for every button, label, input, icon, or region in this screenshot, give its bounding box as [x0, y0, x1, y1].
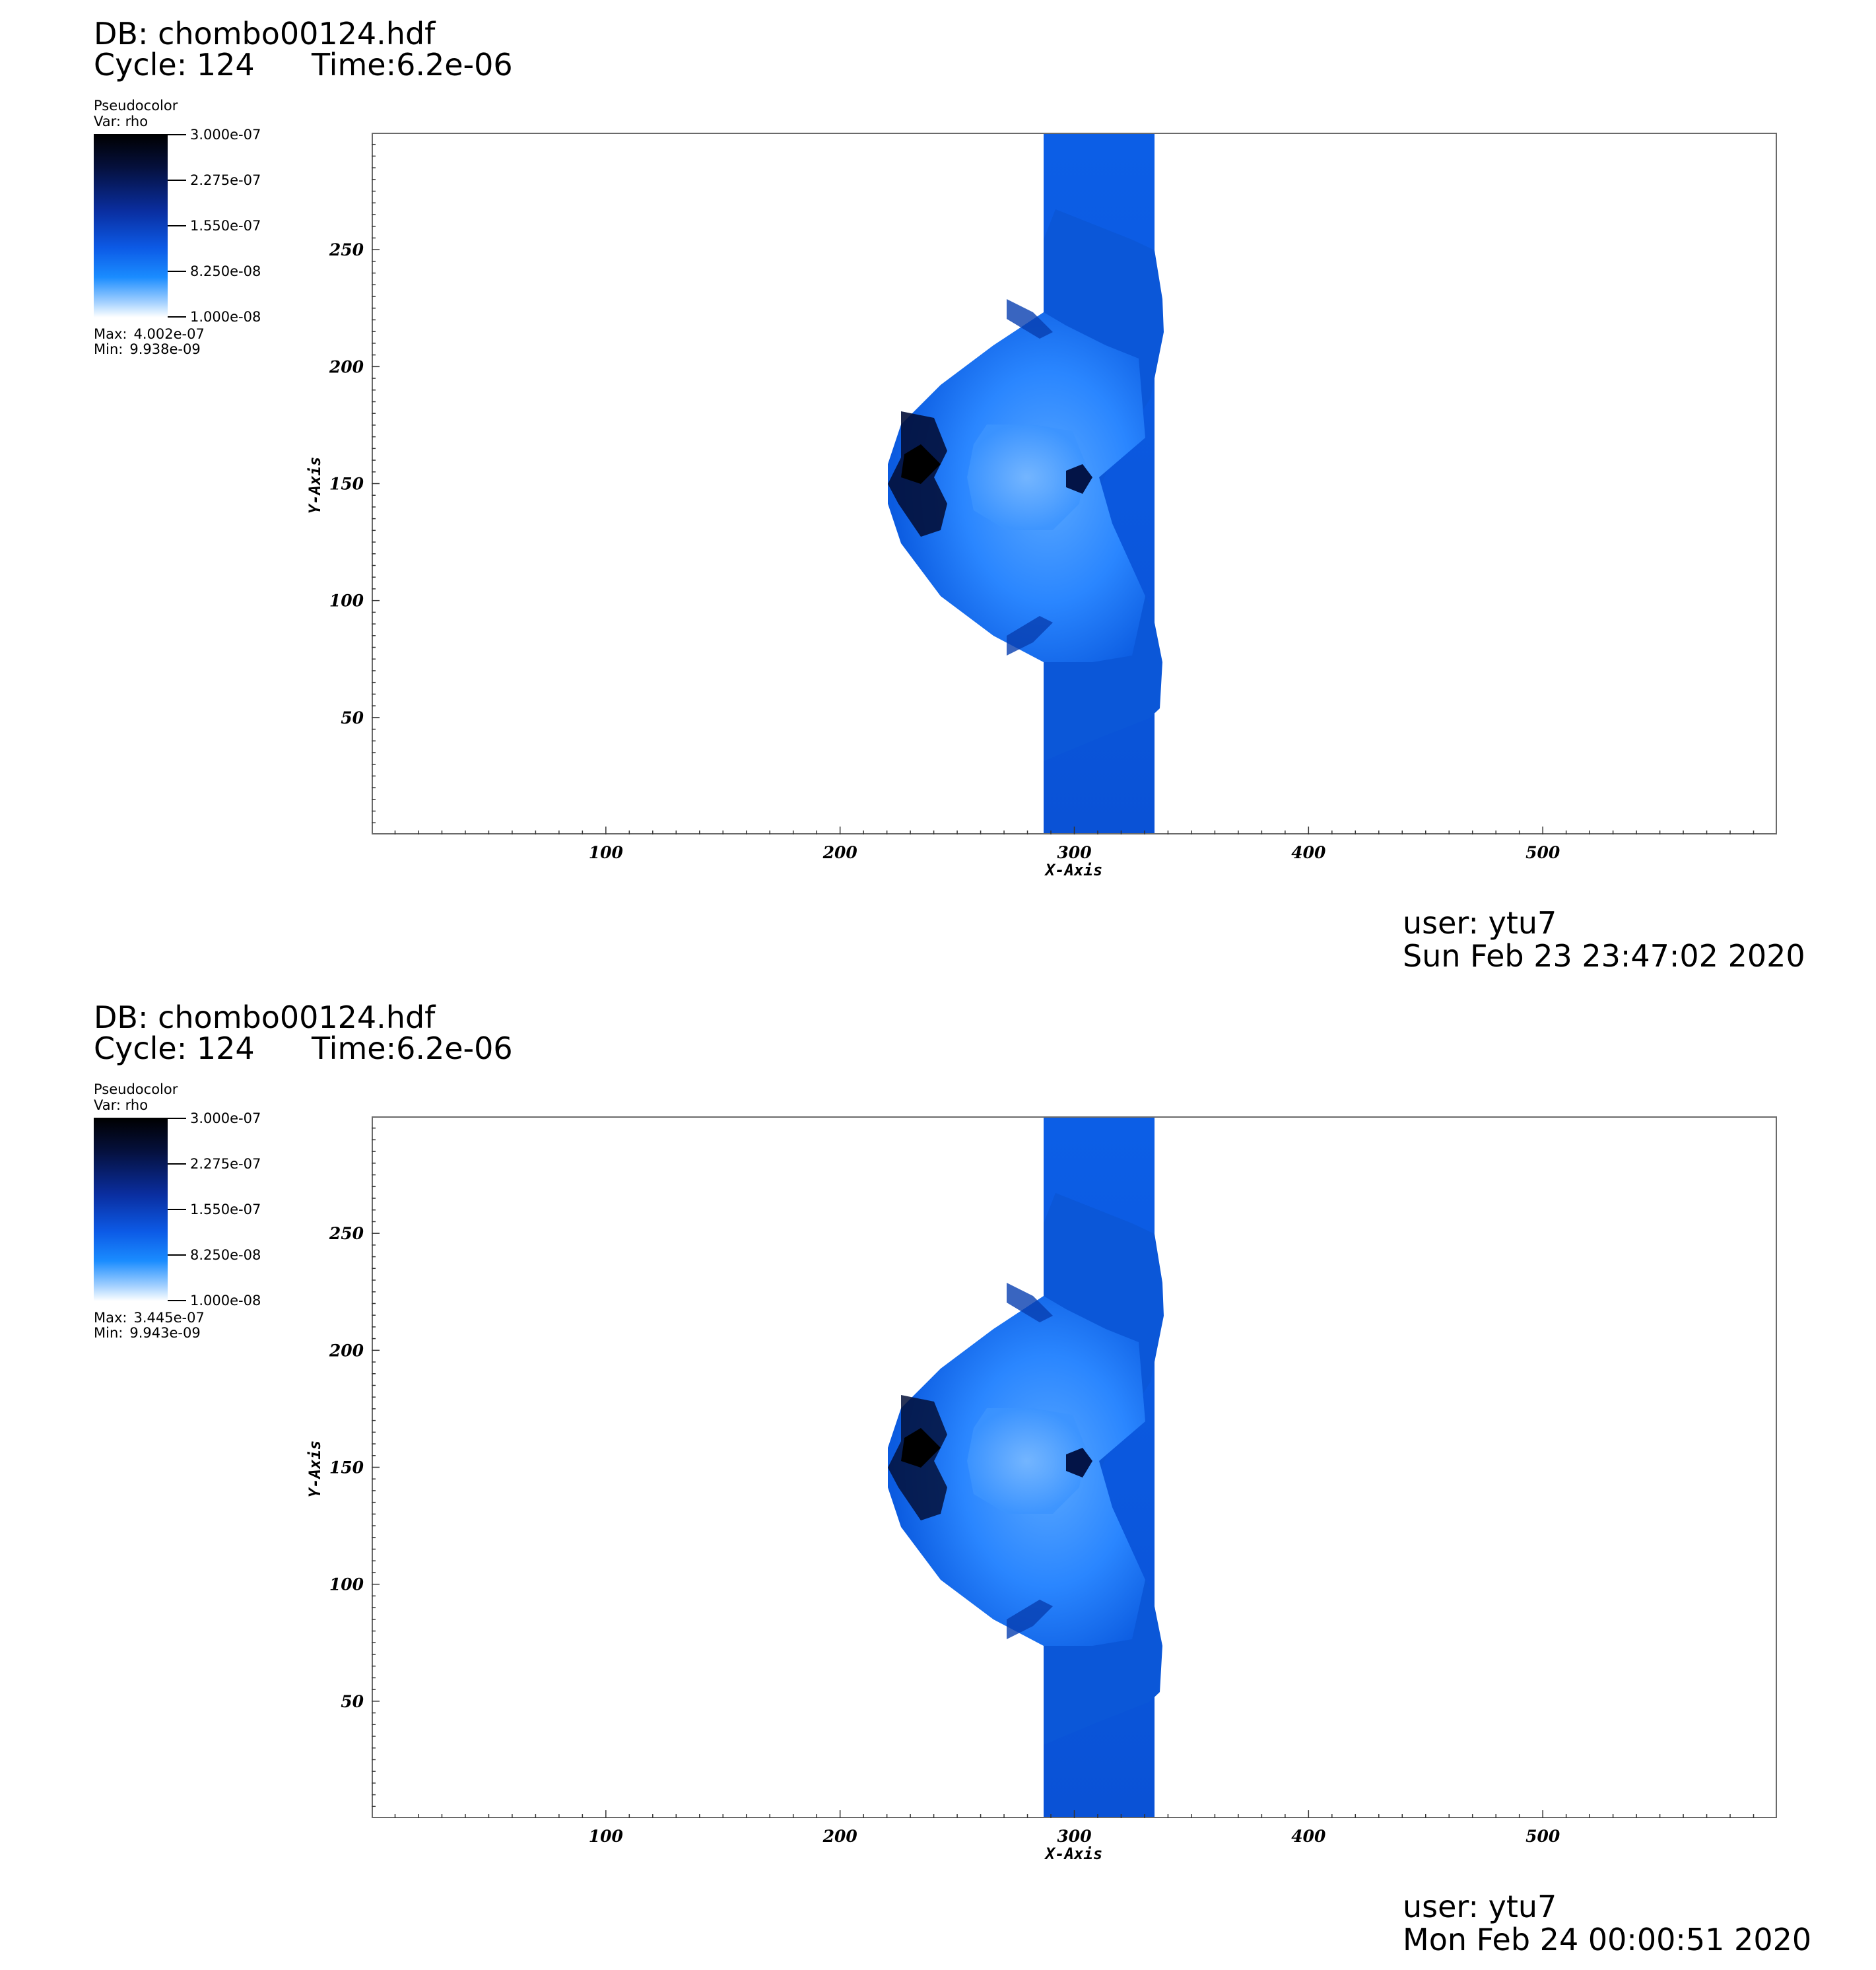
cycle-time-line: Cycle: 124 Time:6.2e-06 — [94, 47, 513, 83]
y-tick-label: 250 — [329, 1224, 364, 1243]
y-tick-label: 100 — [329, 1575, 364, 1594]
colorbar-tick-label: 3.000e-07 — [190, 1110, 261, 1126]
x-axis-title: X-Axis — [1044, 861, 1103, 879]
legend-variable: Var: rho — [94, 114, 149, 129]
colorbar-tick — [168, 1118, 186, 1119]
legend-plot-type: Pseudocolor — [94, 98, 178, 114]
max-stat: Max: 3.445e-07 — [94, 1310, 205, 1326]
axes-layer: 100 200 300 400 500 50 100 150 200 250 X-Axis Y-… — [306, 1127, 1755, 1863]
colorbar-tick-label: 1.000e-08 — [190, 1293, 261, 1308]
x-tick-label: 100 — [589, 1827, 624, 1846]
max-value: 4.002e-07 — [133, 326, 205, 342]
max-stat: Max: 4.002e-07 — [94, 326, 205, 342]
min-stat: Min: 9.943e-09 — [94, 1325, 201, 1341]
colorbar-tick-label: 2.275e-07 — [190, 172, 261, 188]
x-tick-label: 200 — [822, 843, 858, 862]
date-label: Mon Feb 24 00:00:51 2020 — [1403, 1922, 1812, 1957]
y-tick-label: 150 — [329, 1458, 364, 1478]
colorbar-tick — [168, 1300, 186, 1301]
colorbar-tick-label: 1.550e-07 — [190, 218, 261, 234]
y-axis-title: Y-Axis — [306, 457, 324, 514]
y-tick-label: 50 — [341, 708, 364, 728]
colorbar-tick — [168, 271, 186, 272]
colorbar — [94, 134, 168, 318]
jet-knot — [1066, 1448, 1092, 1478]
min-value: 9.938e-09 — [129, 341, 201, 357]
legend-variable: Var: rho — [94, 1097, 149, 1113]
colorbar-tick — [168, 180, 186, 181]
y-ticks: 50 100 150 200 250 — [329, 143, 380, 824]
colorbar-tick-label: 8.250e-08 — [190, 263, 261, 279]
vortex-upper — [1007, 299, 1053, 339]
x-axis-title: X-Axis — [1044, 1845, 1103, 1863]
x-tick-label: 300 — [1057, 1827, 1092, 1846]
axes-layer: 100 200 300 400 500 50 100 150 200 250 X-Axis Y-… — [306, 143, 1755, 879]
min-stat: Min: 9.938e-09 — [94, 341, 201, 357]
time-label: Time:6.2e-06 — [312, 47, 513, 83]
y-tick-label: 150 — [329, 475, 364, 494]
cycle-time-line: Cycle: 124 Time:6.2e-06 — [94, 1031, 513, 1066]
y-tick-label: 200 — [329, 357, 364, 376]
colorbar-tick-label: 8.250e-08 — [190, 1247, 261, 1263]
inner-region — [967, 1408, 1086, 1514]
colorbar-tick-label: 1.550e-07 — [190, 1202, 261, 1217]
colorbar-tick — [168, 1209, 186, 1210]
visit-panel-1: DB: chombo00124.hdf Cycle: 124 Time:6.2e… — [0, 0, 1876, 984]
dense-core — [901, 1428, 941, 1468]
plot-area — [372, 1116, 1777, 1818]
density-field — [888, 1118, 1164, 1817]
database-title: DB: chombo00124.hdf — [94, 1000, 436, 1035]
max-label: Max: — [94, 1310, 127, 1326]
x-tick-label: 100 — [589, 843, 624, 862]
x-ticks: 100 200 300 400 500 — [394, 1810, 1755, 1846]
y-tick-label: 200 — [329, 1341, 364, 1360]
vortex-upper — [1007, 1283, 1053, 1322]
y-tick-label: 100 — [329, 592, 364, 611]
colorbar-tick — [168, 1163, 186, 1165]
x-tick-label: 500 — [1525, 1827, 1560, 1846]
database-title: DB: chombo00124.hdf — [94, 16, 436, 51]
x-tick-label: 400 — [1291, 843, 1326, 862]
min-label: Min: — [94, 341, 123, 357]
x-tick-label: 200 — [822, 1827, 858, 1846]
max-value: 3.445e-07 — [133, 1310, 205, 1326]
colorbar-tick — [168, 225, 186, 226]
cycle-label: Cycle: 124 — [94, 47, 255, 83]
y-tick-label: 50 — [341, 1692, 364, 1711]
x-ticks: 100 200 300 400 500 — [394, 827, 1755, 862]
colorbar-tick — [168, 316, 186, 318]
y-ticks: 50 100 150 200 250 — [329, 1127, 380, 1808]
x-tick-label: 300 — [1057, 843, 1092, 862]
jet-knot — [1066, 464, 1092, 494]
colorbar — [94, 1118, 168, 1301]
user-label: user: ytu7 — [1403, 1889, 1557, 1924]
date-label: Sun Feb 23 23:47:02 2020 — [1403, 938, 1805, 974]
colorbar-tick-label: 1.000e-08 — [190, 309, 261, 325]
x-tick-label: 400 — [1291, 1827, 1326, 1846]
y-axis-title: Y-Axis — [306, 1441, 324, 1498]
user-label: user: ytu7 — [1403, 905, 1557, 941]
vortex-lower — [1007, 616, 1053, 656]
cycle-label: Cycle: 124 — [94, 1031, 255, 1066]
time-label: Time:6.2e-06 — [312, 1031, 513, 1066]
vortex-lower — [1007, 1600, 1053, 1639]
y-tick-label: 250 — [329, 240, 364, 259]
inner-region — [967, 425, 1086, 530]
max-label: Max: — [94, 326, 127, 342]
colorbar-tick — [168, 1254, 186, 1256]
colorbar-tick-label: 2.275e-07 — [190, 1156, 261, 1172]
colorbar-tick — [168, 134, 186, 135]
plot-area — [372, 133, 1777, 834]
colorbar-tick-label: 3.000e-07 — [190, 127, 261, 143]
dense-core — [901, 444, 941, 484]
min-value: 9.943e-09 — [129, 1325, 201, 1341]
x-tick-label: 500 — [1525, 843, 1560, 862]
visit-panel-2: DB: chombo00124.hdf Cycle: 124 Time:6.2e… — [0, 984, 1876, 1967]
min-label: Min: — [94, 1325, 123, 1341]
legend-plot-type: Pseudocolor — [94, 1081, 178, 1097]
density-field — [888, 134, 1164, 833]
